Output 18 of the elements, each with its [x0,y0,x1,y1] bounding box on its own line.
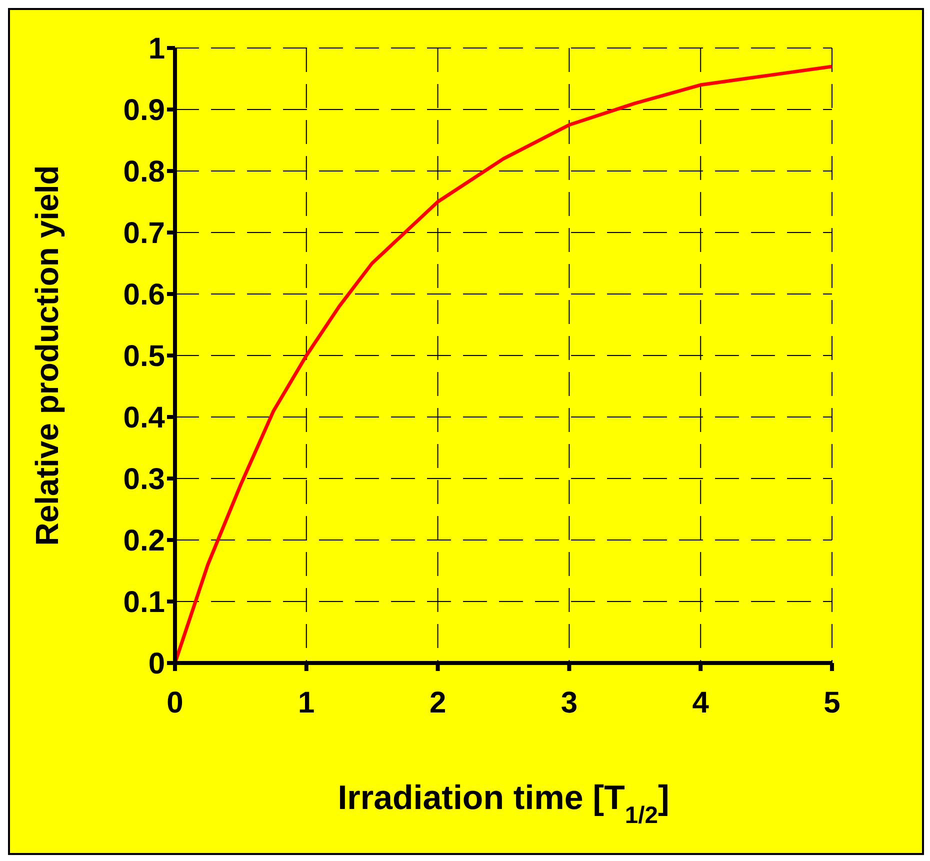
y-tick-label: 0.2 [123,524,165,558]
x-tick-label: 2 [429,686,446,720]
y-axis-title: Relative production yield [29,165,65,546]
x-tick-label: 3 [560,686,578,720]
x-axis-title: Irradiation time [T$_{1/2}$] [338,779,670,828]
y-tick-label: 0 [148,648,165,681]
y-tick-label: 1 [148,32,165,66]
x-tick-label: 4 [692,686,710,720]
y-tick-label: 0.5 [123,340,165,374]
y-tick-label: 0.6 [123,278,165,312]
y-tick-label: 0.4 [123,402,166,435]
x-tick-label: 5 [824,686,840,720]
y-tick-label: 0.3 [123,463,165,496]
x-tick-label: 1 [298,686,315,720]
y-tick-label: 0.1 [123,586,165,620]
y-tick-label: 0.7 [123,217,165,250]
y-tick-label: 0.8 [123,156,165,189]
y-tick-label: 0.9 [123,94,165,128]
